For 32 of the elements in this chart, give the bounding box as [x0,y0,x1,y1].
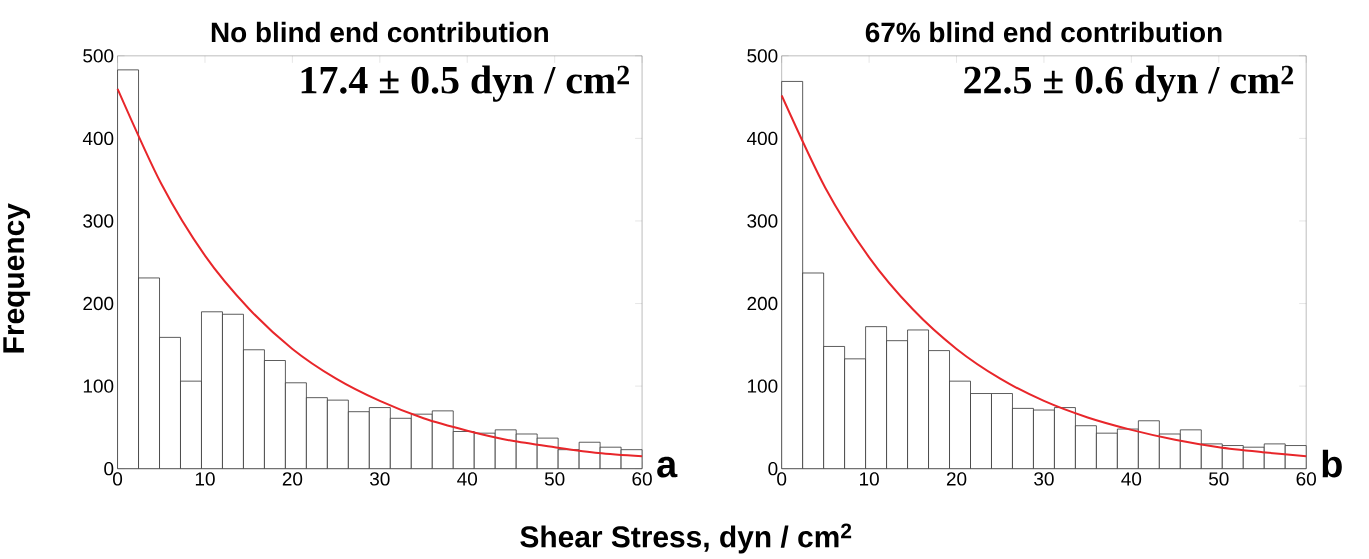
x-tick-label: 40 [457,471,478,486]
y-tick-label: 100 [83,379,114,393]
x-tick-label: 30 [370,471,390,486]
y-tick-label: 500 [83,48,114,63]
text: 17.4 ± 0.5 dyn / cm$^{2}$ [301,65,629,102]
y-tick-label: 0 [104,461,114,476]
y-tick-label: 200 [83,296,114,311]
x-tick-label: 30 [1034,471,1054,486]
y-tick-label: 500 [747,48,778,63]
y-tick-label: 0 [768,461,778,476]
x-tick-label: 10 [860,471,879,486]
x-axis-title: Shear Stress, dyn / cm$^{2}$ [520,523,852,554]
x-tick-label: 60 [632,471,652,486]
x-tick-label: 50 [544,471,565,486]
chart-title: No blind end contribution [211,21,548,43]
text: a [657,456,678,478]
chart-title: 67% blind end contribution [865,21,1222,43]
y-axis-title: Frequency [3,203,31,353]
x-tick-label: 20 [282,471,303,486]
y-tick-label: 300 [747,214,778,228]
x-tick-label: 10 [195,471,215,486]
y-tick-label: 200 [747,296,778,311]
x-tick-label: 40 [1121,471,1142,486]
y-tick-label: 400 [746,131,778,145]
text: 22.5 ± 0.6 dyn / cm$^{2}$ [964,65,1294,102]
x-tick-label: 50 [1208,471,1229,486]
text: b [1322,449,1342,478]
x-tick-label: 20 [946,471,967,486]
x-tick-label: 60 [1296,471,1316,486]
y-tick-label: 400 [82,131,114,145]
y-tick-label: 100 [747,379,778,393]
y-tick-label: 300 [83,214,114,228]
